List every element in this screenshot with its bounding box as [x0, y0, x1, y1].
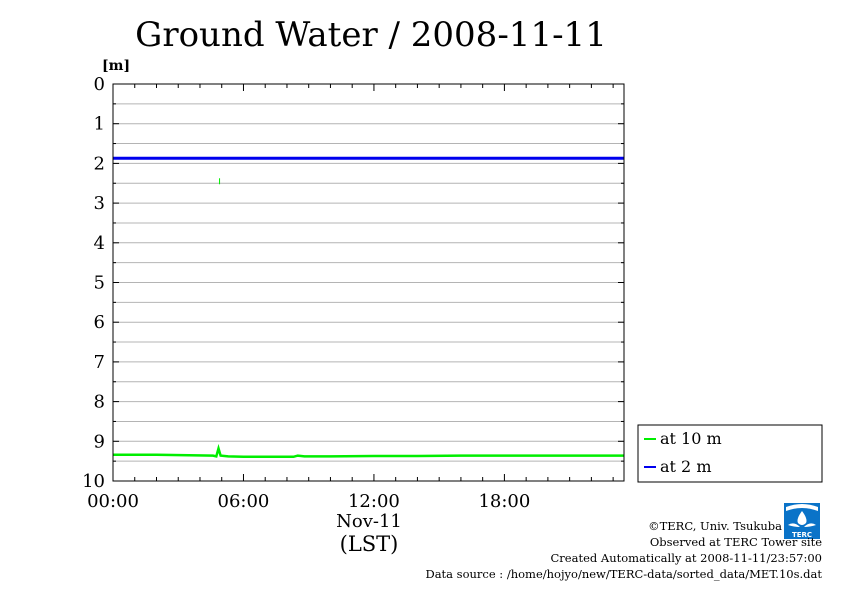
plot-frame — [112, 83, 625, 482]
y-tick-label: 8 — [94, 392, 105, 413]
y-tick-label: 9 — [94, 431, 105, 452]
x-tick-label: 06:00 — [218, 491, 270, 512]
y-tick-label: 4 — [94, 233, 105, 254]
logo-text: TERC — [792, 531, 812, 539]
series-lines — [113, 156, 624, 459]
legend-label-10m: at 10 m — [660, 429, 722, 448]
terc-logo: TERC — [784, 503, 820, 539]
series-line-0 — [113, 443, 624, 459]
y-tick-label: 6 — [94, 312, 105, 333]
legend-label-2m: at 2 m — [660, 457, 712, 476]
grid-lines — [113, 103, 624, 462]
y-tick-label: 0 — [94, 74, 105, 95]
created-text: Created Automatically at 2008-11-11/23:5… — [550, 551, 823, 565]
y-tick-label: 7 — [94, 352, 105, 373]
y-axis-unit: [m] — [102, 58, 130, 74]
chart-credits: ©TERC, Univ. Tsukuba Observed at TERC To… — [425, 518, 822, 582]
copyright-text: ©TERC, Univ. Tsukuba — [648, 519, 782, 533]
x-axis-label-date: Nov-11 — [336, 511, 402, 532]
x-tick-label: 00:00 — [87, 491, 139, 512]
x-tick-label: 18:00 — [478, 491, 530, 512]
y-tick-label: 10 — [82, 471, 105, 492]
x-tick-labels: 00:00 06:00 12:00 18:00 — [87, 491, 530, 512]
source-text: Data source : /home/hojyo/new/TERC-data/… — [425, 567, 822, 581]
legend: at 10 m at 2 m — [637, 424, 823, 483]
y-tick-label: 5 — [94, 273, 105, 294]
x-axis-label-lst: (LST) — [340, 532, 399, 556]
y-tick-label: 2 — [94, 153, 105, 174]
observed-text: Observed at TERC Tower site — [649, 535, 822, 549]
y-tick-labels: 0 1 2 3 4 5 6 7 8 9 10 — [82, 74, 105, 492]
y-tick-label: 3 — [94, 193, 105, 214]
y-tick-label: 1 — [94, 114, 105, 135]
chart-title: Ground Water / 2008-11-11 — [135, 15, 607, 55]
x-tick-label: 12:00 — [348, 491, 400, 512]
